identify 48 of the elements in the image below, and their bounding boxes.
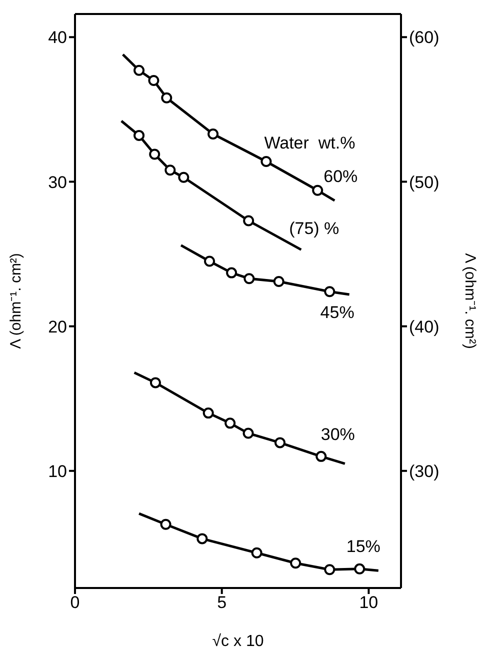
series-label: 60% — [324, 167, 358, 186]
point — [274, 437, 286, 448]
y2-tick-label: (30) — [409, 462, 440, 481]
point — [324, 564, 336, 576]
point — [149, 148, 160, 160]
point — [164, 164, 176, 176]
point — [134, 64, 145, 76]
point — [244, 273, 255, 284]
point — [224, 418, 236, 429]
point — [160, 518, 172, 530]
y-axis-title: Λ (ohm⁻¹. cm²) — [7, 253, 24, 349]
point — [202, 408, 214, 419]
x-tick-label: 0 — [70, 593, 80, 612]
y2-tick-label: (50) — [409, 172, 440, 192]
point — [316, 450, 327, 462]
point — [251, 547, 262, 558]
point — [226, 267, 238, 278]
y-tick-label: 20 — [48, 317, 67, 336]
point — [161, 92, 172, 104]
y-tick-label: 40 — [48, 28, 67, 48]
point — [208, 128, 219, 140]
point — [242, 428, 254, 439]
y2-tick-label: (60) — [409, 28, 440, 48]
x-axis-title: √c x 10 — [212, 633, 264, 650]
point — [196, 533, 208, 544]
point — [134, 130, 145, 141]
point — [312, 184, 324, 196]
point — [243, 215, 254, 226]
point — [354, 563, 366, 574]
point — [273, 276, 284, 287]
y2-tick-label: (40) — [409, 317, 440, 336]
y-tick-label: 30 — [48, 172, 67, 192]
y2-axis-title: Λ (ohm⁻¹. cm²) — [462, 253, 479, 349]
series-label: 30% — [320, 425, 355, 444]
point — [290, 558, 302, 569]
x-tick-label: 5 — [217, 593, 227, 612]
series-label: 15% — [346, 537, 380, 556]
point — [324, 286, 336, 298]
point — [178, 172, 190, 183]
series-label: 45% — [320, 302, 354, 322]
point — [150, 377, 161, 388]
annotation: Water wt.% — [264, 134, 356, 153]
point — [148, 75, 160, 86]
x-tick-label: 10 — [359, 593, 378, 612]
point — [260, 156, 272, 167]
point — [204, 256, 216, 267]
y-tick-label: 10 — [48, 462, 67, 481]
series-label: (75) % — [289, 219, 340, 238]
